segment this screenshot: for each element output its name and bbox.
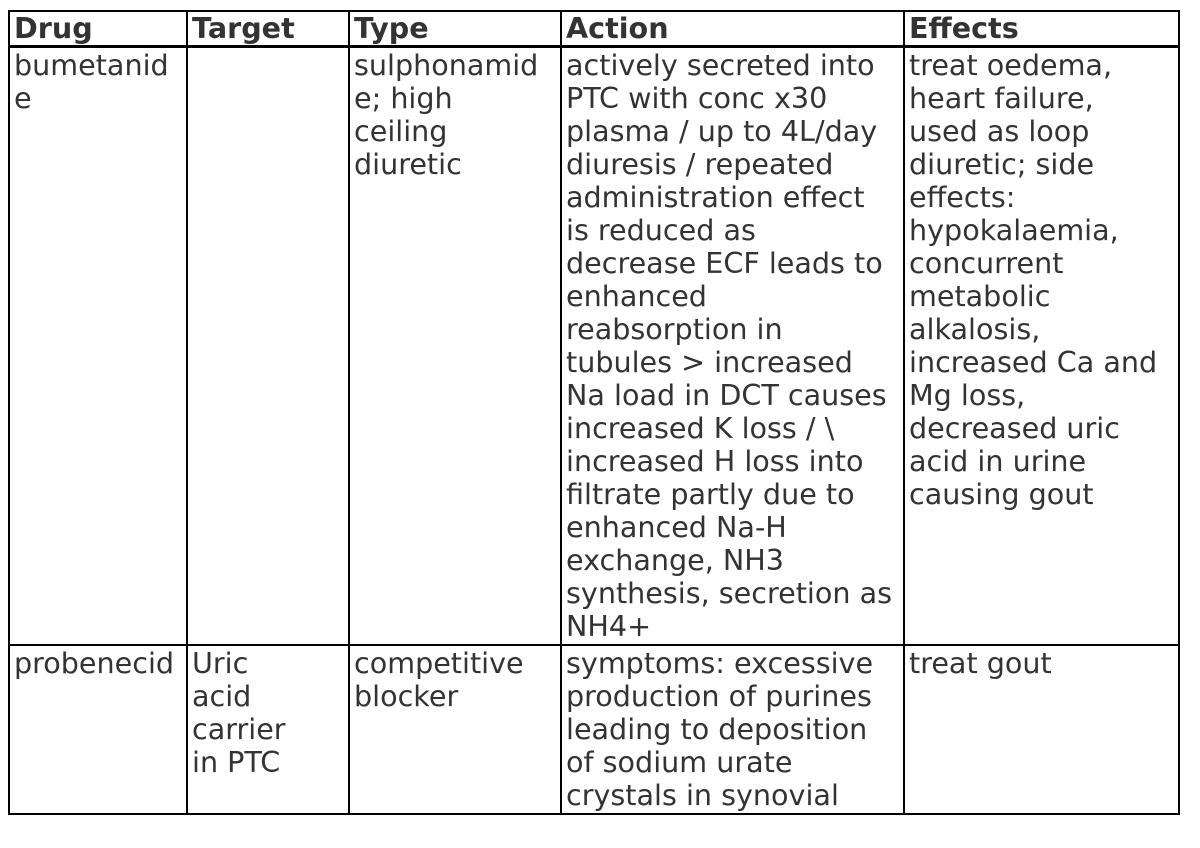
cell-drug: probenecid xyxy=(8,644,188,815)
column-header-drug: Drug xyxy=(8,10,188,48)
type-text: competitive blocker xyxy=(354,647,524,713)
cell-action: symptoms: excessive production of purine… xyxy=(560,644,905,815)
table-row-bumetanide: bumetanide sulphonamide; high ceiling di… xyxy=(8,45,1180,646)
table-row-probenecid: probenecid Uric acid carrier in PTC comp… xyxy=(8,644,1180,815)
cell-effects: treat oedema, heart failure, used as loo… xyxy=(903,45,1180,646)
cell-action: actively secreted into PTC with conc x30… xyxy=(560,45,905,646)
cell-target xyxy=(186,45,350,646)
cell-target: Uric acid carrier in PTC xyxy=(186,644,350,815)
drug-notes-table: Drug Target Type Action Effects bumetani… xyxy=(8,10,1180,815)
header-row: Drug Target Type Action Effects xyxy=(8,10,1180,48)
column-header-target: Target xyxy=(186,10,350,48)
effects-text: treat gout xyxy=(909,647,1052,680)
drug-name: probenecid xyxy=(14,647,175,680)
column-header-type: Type xyxy=(348,10,562,48)
target-text: Uric acid carrier in PTC xyxy=(192,647,286,779)
effects-text: treat oedema, heart failure, used as loo… xyxy=(909,49,1158,511)
column-header-effects: Effects xyxy=(903,10,1180,48)
cell-drug: bumetanide xyxy=(8,45,188,646)
column-header-action: Action xyxy=(560,10,905,48)
cell-effects: treat gout xyxy=(903,644,1180,815)
cell-type: sulphonamide; high ceiling diuretic xyxy=(348,45,562,646)
action-text: symptoms: excessive production of purine… xyxy=(566,647,874,812)
action-text: actively secreted into PTC with conc x30… xyxy=(566,49,892,643)
drug-name: bumetanide xyxy=(14,49,169,115)
cell-type: competitive blocker xyxy=(348,644,562,815)
type-text: sulphonamide; high ceiling diuretic xyxy=(354,49,539,181)
